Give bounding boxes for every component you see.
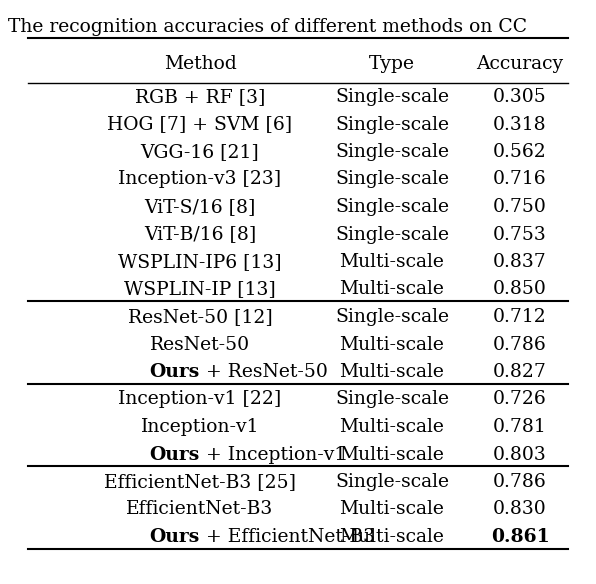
Text: 0.861: 0.861 [491,528,550,546]
Text: 0.786: 0.786 [493,335,547,353]
Text: Single-scale: Single-scale [335,116,449,134]
Text: Method: Method [164,55,237,73]
Text: Multi-scale: Multi-scale [340,280,445,298]
Text: 0.750: 0.750 [493,198,547,216]
Text: Inception-v1: Inception-v1 [141,418,259,436]
Text: Accuracy: Accuracy [476,55,564,73]
Text: 0.562: 0.562 [493,143,547,161]
Text: WSPLIN-IP6 [13]: WSPLIN-IP6 [13] [118,253,282,271]
Text: Inception-v3 [23]: Inception-v3 [23] [119,171,281,189]
Text: + Inception-v1: + Inception-v1 [200,446,346,464]
Text: 0.781: 0.781 [493,418,547,436]
Text: Single-scale: Single-scale [335,225,449,244]
Text: 0.827: 0.827 [493,363,547,381]
Text: ResNet-50: ResNet-50 [150,335,250,353]
Text: 0.712: 0.712 [493,308,547,326]
Text: 0.803: 0.803 [493,446,547,464]
Text: 0.837: 0.837 [493,253,547,271]
Text: Single-scale: Single-scale [335,391,449,408]
Text: 0.305: 0.305 [493,88,547,106]
Text: Single-scale: Single-scale [335,198,449,216]
Text: HOG [7] + SVM [6]: HOG [7] + SVM [6] [107,116,293,134]
Text: Ours: Ours [150,446,200,464]
Text: 0.830: 0.830 [493,500,547,519]
Text: + ResNet-50: + ResNet-50 [200,363,328,381]
Text: Multi-scale: Multi-scale [340,418,445,436]
Text: RGB + RF [3]: RGB + RF [3] [135,88,265,106]
Text: Multi-scale: Multi-scale [340,500,445,519]
Text: Type: Type [369,55,415,73]
Text: VGG-16 [21]: VGG-16 [21] [141,143,259,161]
Text: 0.786: 0.786 [493,473,547,491]
Text: Multi-scale: Multi-scale [340,253,445,271]
Text: 0.716: 0.716 [493,171,547,189]
Text: Multi-scale: Multi-scale [340,363,445,381]
Text: 0.726: 0.726 [493,391,547,408]
Text: Multi-scale: Multi-scale [340,335,445,353]
Text: Single-scale: Single-scale [335,171,449,189]
Text: EfficientNet-B3 [25]: EfficientNet-B3 [25] [104,473,296,491]
Text: 0.753: 0.753 [493,225,547,244]
Text: + EfficientNet-B3: + EfficientNet-B3 [200,528,375,546]
Text: Multi-scale: Multi-scale [340,446,445,464]
Text: ResNet-50 [12]: ResNet-50 [12] [128,308,272,326]
Text: Single-scale: Single-scale [335,473,449,491]
Text: The recognition accuracies of different methods on CC: The recognition accuracies of different … [8,18,527,36]
Text: EfficientNet-B3: EfficientNet-B3 [126,500,274,519]
Text: WSPLIN-IP [13]: WSPLIN-IP [13] [124,280,276,298]
Text: 0.850: 0.850 [493,280,547,298]
Text: Single-scale: Single-scale [335,88,449,106]
Text: Ours: Ours [150,363,200,381]
Text: Ours: Ours [150,528,200,546]
Text: ViT-B/16 [8]: ViT-B/16 [8] [144,225,256,244]
Text: Inception-v1 [22]: Inception-v1 [22] [119,391,282,408]
Text: 0.318: 0.318 [493,116,547,134]
Text: Single-scale: Single-scale [335,143,449,161]
Text: Single-scale: Single-scale [335,308,449,326]
Text: ViT-S/16 [8]: ViT-S/16 [8] [144,198,256,216]
Text: Multi-scale: Multi-scale [340,528,445,546]
